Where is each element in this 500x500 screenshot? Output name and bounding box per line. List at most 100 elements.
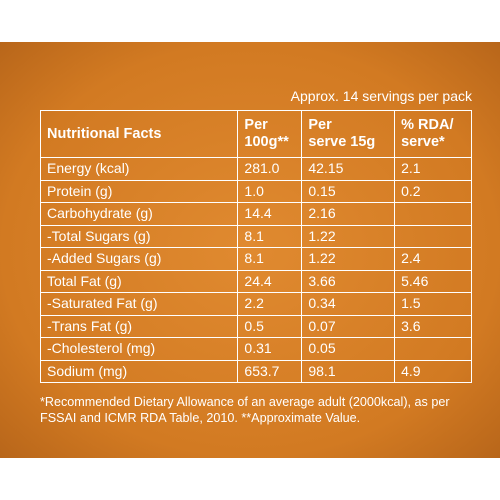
table-cell: 8.1	[237, 224, 303, 248]
header-line: Per	[308, 117, 332, 133]
cell-text: 0.07	[308, 317, 336, 334]
cell-text: 4.9	[401, 362, 421, 379]
cell-text: 24.4	[244, 272, 272, 289]
table-cell: 0.05	[301, 337, 396, 361]
table-cell: 3.6	[394, 314, 472, 338]
table-cell: Sodium (mg)	[39, 359, 239, 383]
table-cell: 98.1	[301, 359, 396, 383]
footnote: *Recommended Dietary Allowance of an ave…	[40, 394, 450, 426]
cell-text: -Total Sugars (g)	[47, 227, 151, 244]
cell-text: 0.05	[308, 340, 336, 357]
cell-text: 0.31	[244, 340, 272, 357]
table-cell	[394, 337, 472, 361]
column-header: Nutritional Facts	[39, 110, 239, 158]
table-cell: 1.0	[237, 179, 303, 203]
table-cell: 2.1	[394, 157, 472, 181]
cell-text: 2.16	[308, 205, 336, 222]
cell-text: 0.5	[244, 317, 264, 334]
cell-text: 1.0	[244, 182, 264, 199]
label-panel: Approx. 14 servings per pack Nutritional…	[0, 42, 500, 458]
cell-text: -Cholesterol (mg)	[47, 340, 156, 357]
cell-text: 0.15	[308, 182, 336, 199]
cell-text: 1.22	[308, 227, 336, 244]
table-row: -Total Sugars (g) 8.1 1.22	[39, 224, 472, 248]
table-cell: 0.2	[394, 179, 472, 203]
table-cell: 0.34	[301, 292, 396, 316]
cell-text: Carbohydrate (g)	[47, 205, 153, 222]
cell-text: 0.2	[401, 182, 421, 199]
cell-text: Energy (kcal)	[47, 160, 130, 177]
table-row: Protein (g) 1.0 0.15 0.2	[39, 179, 472, 203]
table-cell: Carbohydrate (g)	[39, 202, 239, 226]
table-cell: -Total Sugars (g)	[39, 224, 239, 248]
nutrition-table: Nutritional Facts Per 100g** Per serve 15g% …	[39, 110, 472, 383]
header-line: Nutritional Facts	[47, 125, 162, 142]
header-row: Nutritional Facts Per 100g** Per serve 15g% …	[39, 110, 472, 158]
header-line: serve*	[401, 134, 445, 150]
cell-text: 1.5	[401, 295, 421, 312]
table-cell: 42.15	[301, 157, 396, 181]
table-cell: 0.07	[301, 314, 396, 338]
table-row: Total Fat (g) 24.4 3.66 5.46	[39, 269, 472, 293]
column-header: % RDA/serve*	[394, 110, 472, 158]
table-cell: 0.15	[301, 179, 396, 203]
table-row: Carbohydrate (g) 14.4 2.16	[39, 202, 472, 226]
cell-text: 5.46	[401, 272, 429, 289]
cell-text: 2.2	[244, 295, 264, 312]
cell-text: 2.1	[401, 160, 421, 177]
table-cell: Protein (g)	[39, 179, 239, 203]
cell-text: 98.1	[308, 362, 336, 379]
table-cell: 14.4	[237, 202, 303, 226]
table-cell: 2.16	[301, 202, 396, 226]
cell-text: 1.22	[308, 250, 336, 267]
table-cell: 281.0	[237, 157, 303, 181]
table-cell: 0.31	[237, 337, 303, 361]
table-row: -Cholesterol (mg) 0.31 0.05	[39, 337, 472, 361]
table-cell: 2.4	[394, 247, 472, 271]
table-cell: -Saturated Fat (g)	[39, 292, 239, 316]
table-cell: -Added Sugars (g)	[39, 247, 239, 271]
header-line: Per	[244, 117, 268, 133]
table-cell: Total Fat (g)	[39, 269, 239, 293]
cell-text: -Saturated Fat (g)	[47, 295, 158, 312]
table-row: Energy (kcal) 281.0 42.15 2.1	[39, 157, 472, 181]
cell-text: 653.7	[244, 362, 280, 379]
footnote-line: *Recommended Dietary Allowance of an ave…	[40, 395, 450, 409]
table-cell: 4.9	[394, 359, 472, 383]
column-header: Per 100g**	[237, 110, 303, 158]
footnote-line: FSSAI and ICMR RDA Table, 2010. **Approx…	[40, 411, 361, 425]
cell-text: 14.4	[244, 205, 272, 222]
cell-text: 8.1	[244, 250, 264, 267]
cell-text: 42.15	[308, 160, 344, 177]
cell-text: 3.6	[401, 317, 421, 334]
header-line: serve 15g	[308, 134, 376, 150]
servings-note: Approx. 14 servings per pack	[290, 88, 472, 104]
table-cell	[394, 202, 472, 226]
cell-text: Sodium (mg)	[47, 362, 128, 379]
table-row: -Added Sugars (g) 8.1 1.22 2.4	[39, 247, 472, 271]
table-row: Sodium (mg) 653.7 98.1 4.9	[39, 359, 472, 383]
cell-text: 3.66	[308, 272, 336, 289]
table-row: -Saturated Fat (g) 2.2 0.34 1.5	[39, 292, 472, 316]
cell-text: -Trans Fat (g)	[47, 317, 133, 334]
cell-text: 8.1	[244, 227, 264, 244]
cell-text: Total Fat (g)	[47, 272, 122, 289]
table-cell: 5.46	[394, 269, 472, 293]
table-cell: 1.22	[301, 247, 396, 271]
header-line: % RDA/	[401, 117, 454, 133]
table-cell: 1.5	[394, 292, 472, 316]
cell-text: 2.4	[401, 250, 421, 267]
table-cell: 0.5	[237, 314, 303, 338]
table-row: -Trans Fat (g) 0.5 0.07 3.6	[39, 314, 472, 338]
cell-text: -Added Sugars (g)	[47, 250, 162, 267]
cell-text: Protein (g)	[47, 182, 113, 199]
table-cell	[394, 224, 472, 248]
table-cell: -Cholesterol (mg)	[39, 337, 239, 361]
table-cell: Energy (kcal)	[39, 157, 239, 181]
table-cell: -Trans Fat (g)	[39, 314, 239, 338]
table-cell: 653.7	[237, 359, 303, 383]
table-cell: 3.66	[301, 269, 396, 293]
header-line: 100g**	[244, 134, 289, 150]
cell-text: 281.0	[244, 160, 280, 177]
